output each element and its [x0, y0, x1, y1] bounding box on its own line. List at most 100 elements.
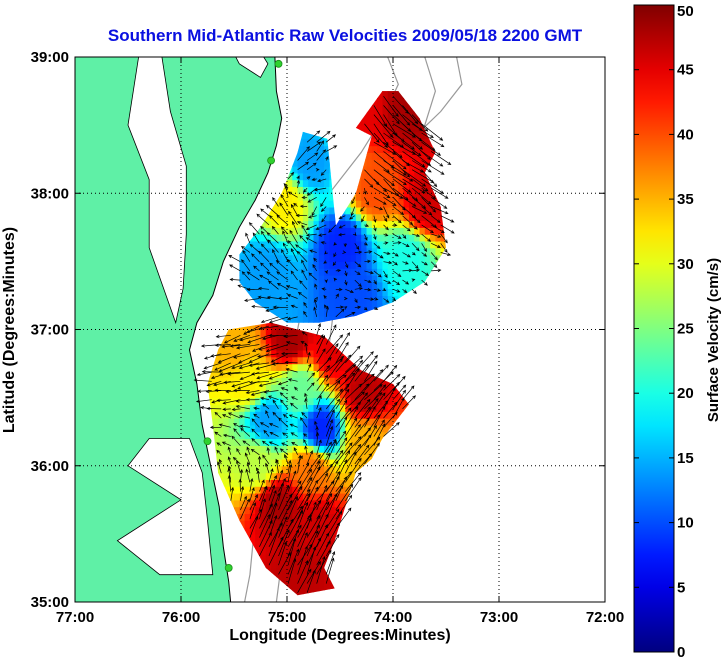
velocity-cell	[340, 390, 346, 399]
velocity-cell	[239, 479, 246, 487]
velocity-arrow	[402, 261, 409, 265]
velocity-cell	[313, 179, 320, 187]
velocity-cell	[292, 527, 299, 535]
velocity-cell	[212, 390, 219, 399]
velocity-cell	[345, 206, 352, 215]
velocity-arrow	[296, 250, 308, 262]
velocity-cell	[287, 390, 293, 399]
velocity-cell	[424, 234, 431, 242]
velocity-cell	[271, 295, 277, 303]
velocity-cell	[430, 234, 436, 242]
velocity-cell	[324, 179, 330, 187]
velocity-arrow	[373, 224, 377, 232]
velocity-cell	[324, 281, 330, 290]
velocity-arrow	[421, 132, 445, 148]
velocity-arrow	[237, 284, 251, 290]
velocity-cell	[260, 220, 267, 228]
velocity-cell	[271, 349, 277, 358]
velocity-cell	[393, 261, 399, 269]
velocity-cell	[377, 213, 383, 222]
velocity-cell	[260, 377, 267, 385]
velocity-cell	[361, 166, 368, 174]
velocity-cell	[218, 472, 224, 480]
velocity-cell	[345, 268, 352, 276]
velocity-arrow	[411, 160, 432, 173]
velocity-cell	[234, 465, 240, 474]
velocity-cell	[271, 261, 277, 269]
velocity-cell	[324, 227, 330, 235]
velocity-arrow	[287, 505, 303, 529]
velocity-cell	[302, 254, 309, 262]
velocity-arrow	[245, 468, 251, 483]
velocity-cell	[297, 384, 304, 392]
velocity-arrow	[265, 410, 270, 419]
velocity-cell	[366, 200, 373, 208]
velocity-cell	[414, 213, 421, 222]
velocity-cell	[329, 527, 336, 535]
velocity-arrow	[231, 407, 241, 412]
velocity-cell	[255, 397, 262, 405]
velocity-cell	[371, 206, 378, 215]
velocity-cell	[324, 240, 330, 249]
velocity-cell	[302, 486, 309, 494]
velocity-arrow	[214, 343, 231, 347]
velocity-cell	[234, 458, 240, 467]
velocity-arrow	[246, 461, 251, 474]
velocity-cell	[244, 261, 251, 269]
velocity-cell	[318, 418, 325, 426]
velocity-cell	[340, 370, 346, 378]
velocity-cell	[387, 159, 394, 167]
velocity-cell	[355, 404, 362, 412]
velocity-cell	[334, 261, 341, 269]
radar-station-marker	[274, 59, 283, 68]
velocity-arrow	[363, 306, 368, 311]
velocity-cell	[355, 220, 362, 228]
velocity-cell	[419, 206, 426, 215]
y-tick-label: 38:00	[31, 185, 69, 202]
velocity-cell	[223, 397, 230, 405]
velocity-arrow	[276, 283, 289, 290]
velocity-arrow	[373, 123, 389, 146]
velocity-arrow	[252, 232, 260, 244]
velocity-cell	[281, 329, 288, 337]
velocity-cell	[276, 247, 283, 256]
velocity-arrow	[316, 501, 330, 529]
velocity-cell	[297, 506, 304, 514]
velocity-arrow	[265, 344, 289, 353]
velocity-arrow	[372, 260, 377, 264]
velocity-arrow	[303, 310, 308, 318]
velocity-cell	[313, 411, 320, 419]
velocity-arrow	[218, 458, 223, 465]
velocity-arrow	[256, 371, 279, 380]
velocity-cell	[276, 240, 283, 249]
velocity-cell	[318, 390, 325, 399]
velocity-cell	[361, 288, 368, 296]
velocity-arrow	[316, 484, 328, 511]
velocity-cell	[329, 254, 336, 262]
velocity-cell	[297, 472, 304, 480]
velocity-cell	[387, 172, 394, 181]
velocity-cell	[324, 275, 330, 283]
velocity-arrow	[402, 178, 426, 194]
velocity-arrow	[240, 427, 251, 437]
velocity-cell	[393, 138, 399, 147]
velocity-cell	[265, 302, 272, 310]
velocity-cell	[281, 193, 288, 201]
velocity-arrow	[324, 250, 328, 255]
velocity-cell	[271, 418, 277, 426]
velocity-cell	[265, 275, 272, 283]
velocity-cell	[403, 179, 410, 187]
velocity-arrow	[262, 403, 270, 410]
velocity-cell	[393, 295, 399, 303]
velocity-cell	[387, 397, 394, 405]
velocity-cell	[355, 370, 362, 378]
velocity-cell	[265, 220, 272, 228]
velocity-arrow	[431, 233, 442, 238]
velocity-cell	[313, 172, 320, 181]
velocity-cell	[244, 431, 251, 440]
velocity-cell	[361, 377, 368, 385]
velocity-arrow	[272, 399, 279, 410]
colorbar-tick-label: 45	[677, 62, 694, 79]
velocity-arrow	[373, 132, 388, 149]
velocity-cell	[371, 104, 378, 113]
